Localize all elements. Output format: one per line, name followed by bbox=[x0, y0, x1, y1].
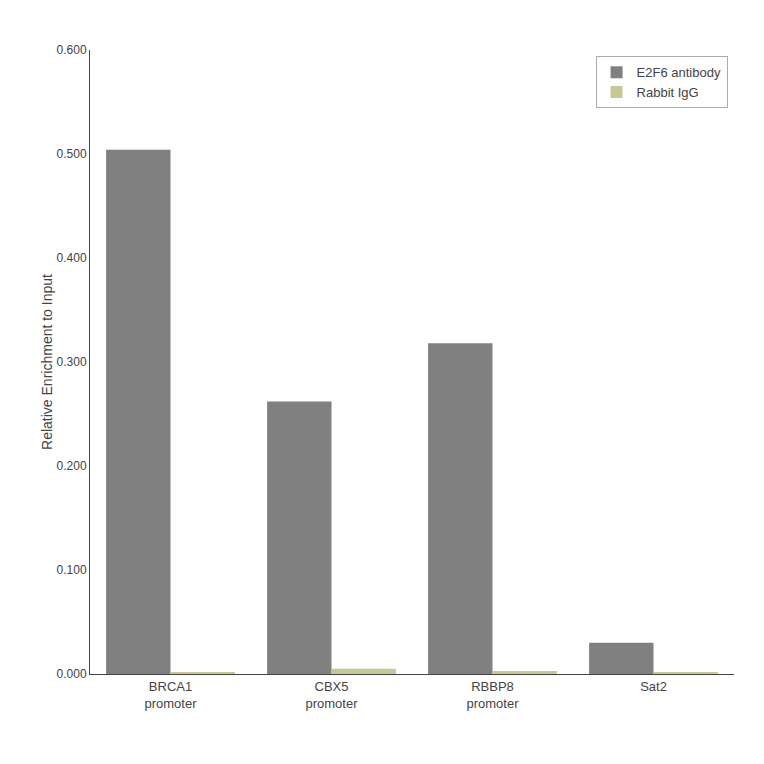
svg-text:0.200: 0.200 bbox=[57, 459, 87, 473]
svg-text:Relative Enrichment to Input: Relative Enrichment to Input bbox=[39, 274, 55, 450]
svg-text:E2F6 antibody: E2F6 antibody bbox=[637, 65, 721, 80]
svg-text:CBX5promoter: CBX5promoter bbox=[305, 679, 358, 711]
svg-text:0.100: 0.100 bbox=[57, 563, 87, 577]
svg-text:0.500: 0.500 bbox=[57, 147, 87, 161]
svg-text:Rabbit IgG: Rabbit IgG bbox=[637, 85, 699, 100]
svg-text:RBBP8promoter: RBBP8promoter bbox=[466, 679, 519, 711]
svg-text:0.300: 0.300 bbox=[57, 355, 87, 369]
svg-text:Sat2: Sat2 bbox=[640, 679, 667, 694]
svg-text:0.000: 0.000 bbox=[57, 667, 87, 681]
svg-text:0.400: 0.400 bbox=[57, 251, 87, 265]
svg-text:0.600: 0.600 bbox=[57, 43, 87, 57]
svg-text:BRCA1promoter: BRCA1promoter bbox=[144, 679, 197, 711]
